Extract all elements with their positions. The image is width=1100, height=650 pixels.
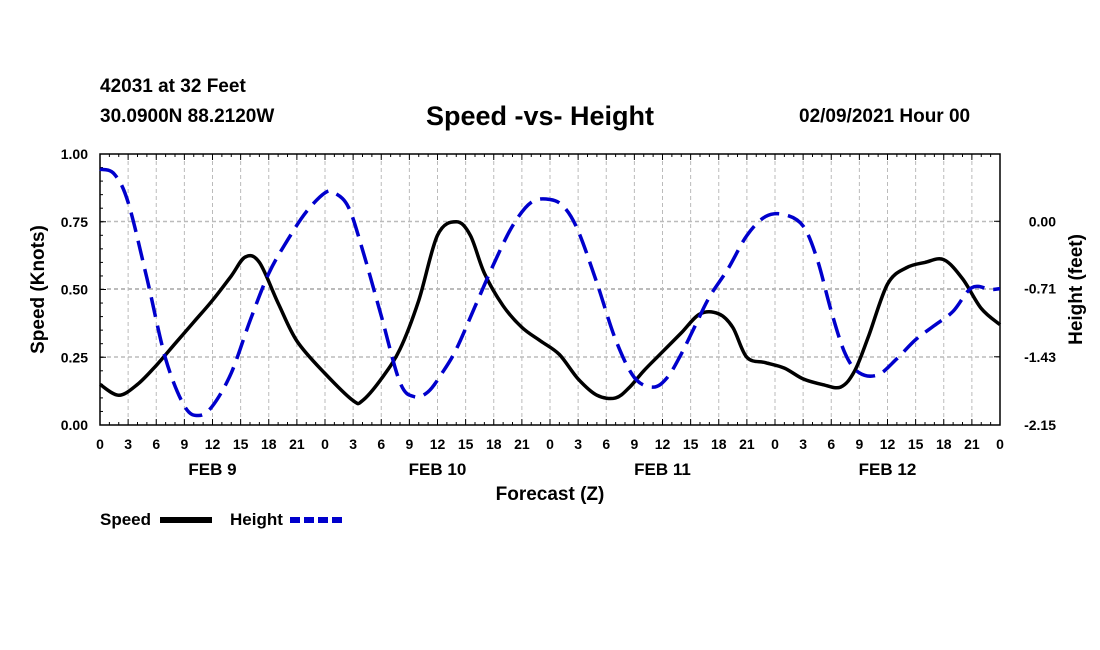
legend-speed-label: Speed bbox=[100, 510, 151, 529]
legend-height-label: Height bbox=[230, 510, 283, 529]
x-tick-label: 9 bbox=[180, 436, 188, 452]
x-tick-label: 18 bbox=[486, 436, 502, 452]
date-label: FEB 9 bbox=[188, 460, 236, 479]
x-tick-label: 12 bbox=[655, 436, 671, 452]
x-tick-label: 9 bbox=[855, 436, 863, 452]
x-tick-label: 18 bbox=[711, 436, 727, 452]
x-tick-label: 3 bbox=[799, 436, 807, 452]
x-tick-label: 21 bbox=[514, 436, 530, 452]
date-label: FEB 12 bbox=[859, 460, 917, 479]
x-tick-label: 12 bbox=[430, 436, 446, 452]
axis-ticks: 0 3 6 9 12 15 18 21 0 3 6 9 12 15 18 21 0 3 6 9 12 15 18 21 0 3 6 9… bbox=[61, 146, 1056, 479]
x-tick-label: 0 bbox=[321, 436, 329, 452]
x-tick-label: 15 bbox=[683, 436, 699, 452]
x-tick-label: 15 bbox=[458, 436, 474, 452]
x-tick-label: 0 bbox=[771, 436, 779, 452]
date-label: FEB 10 bbox=[409, 460, 467, 479]
y-tick-label: 1.00 bbox=[61, 146, 88, 162]
y-right-tick-label: -1.43 bbox=[1024, 349, 1056, 365]
x-tick-label: 18 bbox=[936, 436, 952, 452]
chart-title: Speed -vs- Height bbox=[426, 101, 655, 131]
x-tick-label: 21 bbox=[739, 436, 755, 452]
x-tick-label: 6 bbox=[827, 436, 835, 452]
x-tick-label: 9 bbox=[630, 436, 638, 452]
x-tick-label: 15 bbox=[908, 436, 924, 452]
x-tick-label: 3 bbox=[349, 436, 357, 452]
series-line-height bbox=[99, 167, 1001, 418]
x-axis-label: Forecast (Z) bbox=[496, 484, 605, 505]
x-tick-label: 6 bbox=[377, 436, 385, 452]
date-label: FEB 11 bbox=[634, 460, 691, 479]
x-tick-label: 21 bbox=[964, 436, 980, 452]
y-tick-label: 0.00 bbox=[61, 417, 88, 433]
coordinates-label: 30.0900N 88.2120W bbox=[100, 106, 275, 127]
y-right-tick-label: -0.71 bbox=[1024, 281, 1056, 297]
y-axis-label: Speed (Knots) bbox=[28, 225, 49, 354]
legend: Speed Height bbox=[100, 510, 342, 529]
y-tick-label: 0.75 bbox=[61, 214, 88, 230]
grid bbox=[100, 154, 1000, 425]
x-tick-label: 6 bbox=[602, 436, 610, 452]
x-tick-label: 9 bbox=[405, 436, 413, 452]
series-line-speed bbox=[99, 220, 1002, 406]
y-right-tick-label: -2.15 bbox=[1024, 417, 1056, 433]
y-right-tick-label: 0.00 bbox=[1029, 213, 1056, 229]
y-axis-right-label: Height (feet) bbox=[1066, 234, 1087, 345]
forecast-timestamp: 02/09/2021 Hour 00 bbox=[799, 106, 971, 127]
series bbox=[99, 167, 1002, 418]
x-tick-label: 3 bbox=[124, 436, 132, 452]
x-tick-label: 18 bbox=[261, 436, 277, 452]
station-label: 42031 at 32 Feet bbox=[100, 76, 246, 97]
x-tick-label: 0 bbox=[96, 436, 104, 452]
y-tick-label: 0.25 bbox=[61, 349, 88, 365]
x-tick-label: 12 bbox=[880, 436, 896, 452]
x-tick-label: 12 bbox=[205, 436, 221, 452]
x-tick-label: 15 bbox=[233, 436, 249, 452]
x-tick-label: 3 bbox=[574, 436, 582, 452]
x-tick-label: 0 bbox=[546, 436, 554, 452]
y-tick-label: 0.50 bbox=[61, 282, 88, 298]
x-tick-label: 0 bbox=[996, 436, 1004, 452]
x-tick-label: 21 bbox=[289, 436, 305, 452]
x-tick-label: 6 bbox=[152, 436, 160, 452]
